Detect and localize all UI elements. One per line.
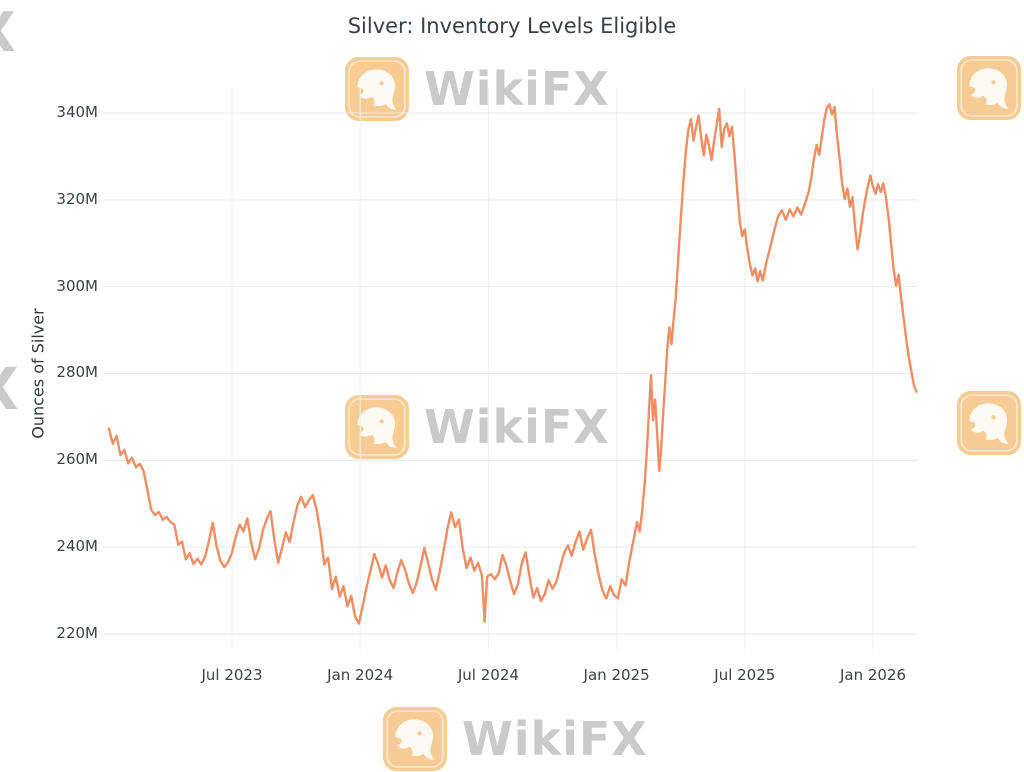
y-tick-label: 340M — [56, 102, 98, 121]
watermark-partial-x: X — [0, 360, 19, 418]
horizontal-gridlines — [103, 112, 917, 635]
watermark-brand-text: WikiFX — [424, 62, 610, 116]
x-tick-label: Jan 2024 — [327, 666, 394, 684]
y-tick-label: 300M — [56, 276, 98, 295]
watermark-brand-text: WikiFX — [424, 400, 610, 454]
watermark-partial-x: X — [0, 6, 16, 60]
y-tick-label: 260M — [56, 450, 98, 469]
x-tick-label: Jul 2023 — [201, 666, 263, 684]
y-tick-label: 220M — [56, 624, 98, 642]
y-tick-label: 280M — [56, 363, 98, 382]
x-tick-label: Jul 2025 — [714, 666, 776, 684]
line-chart — [103, 88, 918, 650]
x-tick-label: Jan 2025 — [583, 666, 650, 684]
x-tick-label: Jan 2026 — [839, 666, 907, 684]
chart-title: Silver: Inventory Levels Eligible — [347, 14, 677, 38]
y-tick-label: 320M — [56, 189, 98, 208]
watermark-brand: WikiFX — [344, 56, 610, 122]
y-tick-label: 240M — [56, 537, 98, 556]
inventory-line-series — [107, 103, 918, 625]
watermark-brand: WikiFX — [344, 394, 610, 460]
x-tick-label: Jul 2024 — [457, 666, 519, 684]
